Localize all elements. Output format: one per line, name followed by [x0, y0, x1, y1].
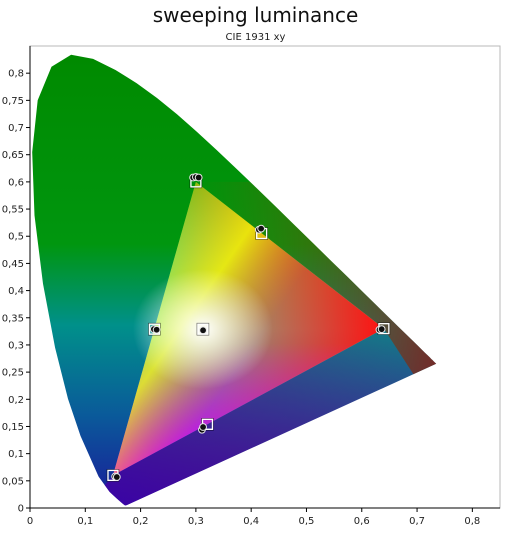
y-tick-label: 0,45: [2, 259, 24, 270]
target-square-outline: [196, 322, 210, 336]
y-tick-label: 0,3: [8, 340, 24, 351]
chart-subtitle: CIE 1931 xy: [225, 32, 286, 43]
x-tick-label: 0,5: [299, 516, 315, 527]
y-tick-label: 0,25: [2, 368, 24, 379]
chart-title: sweeping luminance: [152, 3, 359, 27]
y-tick-label: 0,7: [8, 123, 24, 134]
y-tick-label: 0,4: [8, 286, 24, 297]
x-tick-label: 0: [27, 516, 33, 527]
measured-point: [194, 173, 203, 182]
y-tick-label: 0,75: [2, 96, 24, 107]
x-tick-label: 0,8: [464, 516, 480, 527]
target-square: [197, 323, 209, 335]
x-tick-label: 0,7: [409, 516, 425, 527]
measured-point: [377, 325, 386, 334]
x-tick-label: 0,3: [188, 516, 204, 527]
measured-point: [152, 325, 161, 334]
x-tick-label: 0,4: [243, 516, 259, 527]
y-tick-label: 0,65: [2, 150, 24, 161]
measured-point: [199, 326, 207, 335]
y-tick-label: 0,1: [8, 449, 24, 460]
measured-point: [257, 224, 266, 233]
gamut-triangle: [112, 181, 384, 476]
measured-point: [112, 473, 121, 481]
y-tick-label: 0,2: [8, 395, 24, 406]
y-tick-label: 0,8: [8, 69, 24, 80]
measured-points: [111, 173, 386, 481]
measured-point: [199, 423, 207, 431]
x-tick-label: 0,1: [77, 516, 93, 527]
x-tick-label: 0,2: [133, 516, 149, 527]
x-tick-label: 0,6: [354, 516, 370, 527]
y-tick-label: 0,55: [2, 205, 24, 216]
y-tick-label: 0,5: [8, 232, 24, 243]
y-tick-label: 0: [18, 504, 24, 515]
y-tick-label: 0,05: [2, 476, 24, 487]
axes: 0 0,1 0,2 0,3 0,4 0,5 0,6 0,7 0,8 0 0,05 0,1 0,15 0,2…: [2, 45, 501, 527]
y-tick-label: 0,6: [8, 177, 24, 188]
y-tick-label: 0,35: [2, 313, 24, 324]
y-tick-label: 0,15: [2, 422, 24, 433]
